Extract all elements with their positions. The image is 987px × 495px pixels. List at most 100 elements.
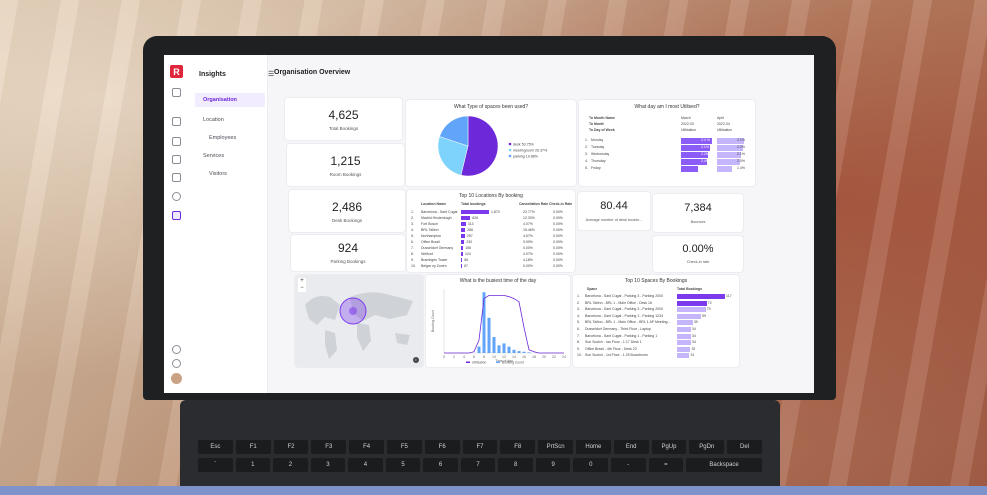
kpi-label: Bounces [690, 220, 706, 224]
kpi-value: 80.44 [600, 200, 628, 212]
cancellation-rate: 4.67% [523, 234, 533, 238]
card-title: What day am I most Utilised? [634, 104, 700, 110]
bookings-bar [677, 294, 725, 299]
total-bookings: 72 [707, 300, 712, 305]
x-tick-label: 10 [492, 355, 496, 359]
utilisation-value: 1.4% [701, 166, 709, 170]
building-icon[interactable] [172, 155, 181, 164]
location-pin-icon[interactable] [172, 88, 181, 97]
booking-count-bar[interactable] [527, 352, 531, 353]
x-tick-label: 0 [443, 355, 445, 359]
kpi-label: Room Bookings [329, 172, 362, 177]
keyboard-key: PrtScn [538, 440, 573, 454]
utilisation-bar [717, 137, 744, 144]
booking-count-bar[interactable] [517, 351, 521, 353]
page-title: Organisation Overview [274, 69, 351, 76]
zoom-in-button[interactable]: + [300, 278, 304, 284]
settings-icon[interactable] [172, 192, 181, 201]
menu-icon[interactable]: ☰ [268, 71, 275, 78]
bookings-bar [461, 210, 489, 214]
keyboard-key: F2 [273, 440, 309, 454]
keyboard-key: 5 [385, 458, 421, 472]
utilised-card: What day am I most Utilised? To Month Na… [579, 100, 755, 186]
location-name: Office Brasil [421, 240, 440, 244]
location-name: Welford [421, 252, 433, 256]
location-name: Madrid Hindenbugh [421, 216, 452, 220]
booking-count-bar[interactable] [512, 349, 516, 353]
pie-slice-parking[interactable] [439, 115, 469, 147]
zoom-out-button[interactable]: − [300, 285, 304, 291]
booking-count-bar[interactable] [492, 337, 496, 353]
bookings-bar [677, 333, 691, 339]
kpi-total-bookings: 4,625 Total Bookings [285, 98, 402, 140]
row-number: 3. [585, 152, 588, 156]
booking-count-bar[interactable] [502, 343, 506, 353]
map-info-icon[interactable]: i [413, 357, 419, 363]
booking-count-bar[interactable] [482, 292, 486, 353]
home-icon[interactable] [172, 117, 181, 126]
x-tick-label: 4 [463, 355, 465, 359]
bookings-bar [677, 353, 690, 359]
calendar-icon[interactable] [172, 137, 181, 146]
x-tick-label: 2 [453, 355, 455, 359]
insights-icon[interactable] [172, 211, 181, 220]
card-title: Top 10 Spaces By Bookings [624, 278, 688, 284]
utilisation-bar [681, 137, 712, 144]
checkin-rate: 0.00% [553, 264, 563, 268]
keyboard-key: 7 [460, 458, 496, 472]
sidebar-item-organisation[interactable]: Organisation [195, 93, 265, 107]
day-name: Monday [591, 138, 604, 142]
row-number: 1. [577, 294, 580, 298]
kpi-value: 924 [337, 241, 359, 255]
help-icon[interactable] [172, 345, 181, 354]
cancellation-rate: 12.33% [523, 216, 535, 220]
pie-slice-desk[interactable] [460, 115, 499, 177]
sidebar-item-services[interactable]: Services [203, 153, 225, 159]
total-bookings: 117 [726, 294, 732, 298]
kpi-label: Average number of desk bookin... [585, 218, 643, 222]
map-icon[interactable] [172, 173, 181, 182]
bottom-strip [0, 486, 987, 495]
pie-slice-meetingroom[interactable] [437, 136, 469, 176]
kpi-checkin-rate: 0.00% Check-in rate [653, 236, 743, 272]
keyboard-key: - [611, 458, 646, 472]
utilisation-value: 2.1% [737, 138, 745, 142]
keyboard-key: 1 [235, 458, 271, 472]
space-name: BRL Tallinn - BRL 1 - Main Office - Desk… [585, 300, 652, 305]
booking-count-bar[interactable] [487, 317, 491, 353]
card-title: What is the busiest time of the day [459, 278, 537, 284]
cancellation-rate: 15.46% [523, 228, 535, 232]
row-number: 3. [577, 307, 580, 312]
row-number: 4. [411, 228, 414, 232]
day-name: Wednesday [591, 152, 610, 156]
sidebar-item-employees[interactable]: Employees [209, 135, 237, 141]
row-number: 1. [585, 138, 588, 142]
bookings-bar [461, 234, 465, 238]
x-axis-label: Time of day [495, 359, 513, 363]
booking-count-bar[interactable] [497, 345, 501, 353]
x-tick-label: 22 [552, 355, 556, 359]
space-types-pie: desk 53.75% meetingroom 26.37% parking 19.… [437, 115, 548, 177]
total-bookings: 59 [702, 313, 706, 318]
sidebar-item-location[interactable]: Location [203, 117, 224, 123]
notifications-icon[interactable] [172, 359, 181, 368]
kpi-value: 2,486 [331, 200, 363, 214]
user-avatar[interactable] [171, 373, 182, 384]
cancellation-rate: 0.00% [523, 246, 533, 250]
space-name: BRL Tallinn - BRL 1 - Main Office - BRL … [585, 320, 671, 325]
keyboard-key: F4 [349, 440, 384, 454]
legend-swatch [508, 148, 512, 152]
row-number: 8. [577, 340, 580, 345]
space-name: Office Brasil - 4th Floor - Desk 23 [585, 346, 637, 351]
location-name: Brambgen Tower [421, 258, 448, 262]
keyboard-key: F7 [462, 440, 498, 454]
booking-count-bar[interactable] [522, 351, 526, 353]
checkin-rate: 0.00% [553, 210, 563, 214]
bookings-map[interactable]: + − i [295, 275, 423, 367]
brand-logo[interactable]: R [170, 65, 183, 78]
booking-count-bar[interactable] [507, 346, 511, 353]
booking-count-bar[interactable] [477, 346, 481, 353]
sidebar-item-visitors[interactable]: Visitors [209, 171, 227, 177]
keyboard-key: PgDn [689, 440, 725, 454]
